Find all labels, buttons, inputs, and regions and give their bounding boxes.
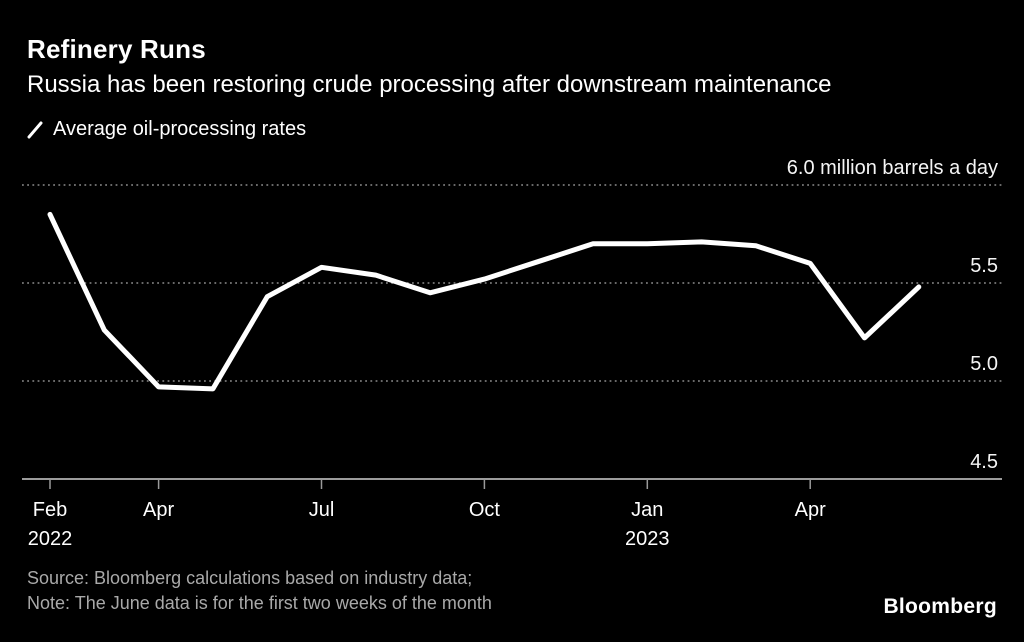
chart-title: Refinery Runs xyxy=(27,34,206,64)
note-line: Note: The June data is for the first two… xyxy=(27,593,492,613)
legend-label: Average oil-processing rates xyxy=(53,118,307,140)
source-line: Source: Bloomberg calculations based on … xyxy=(27,568,473,588)
y-tick-label: 4.5 xyxy=(970,451,998,473)
y-tick-label: 6.0 million barrels a day xyxy=(787,157,998,179)
x-tick-label: Jan xyxy=(631,499,663,521)
series-line xyxy=(47,211,922,392)
x-tick-label: Apr xyxy=(795,499,826,521)
x-tick-label: Oct xyxy=(469,499,501,521)
y-tick-label: 5.0 xyxy=(970,353,998,375)
x-tick-label: Jul xyxy=(309,499,335,521)
x-tick-sublabel: 2023 xyxy=(625,528,670,550)
bloomberg-logo: Bloomberg xyxy=(883,595,997,618)
x-tick-label: Apr xyxy=(143,499,174,521)
x-tick-label: Feb xyxy=(33,499,67,521)
line-series-icon xyxy=(26,121,44,139)
footer: Source: Bloomberg calculations based on … xyxy=(27,566,492,616)
legend: Average oil-processing rates xyxy=(26,118,306,141)
x-tick-sublabel: 2022 xyxy=(28,528,73,550)
y-tick-label: 5.5 xyxy=(970,255,998,277)
chart-subtitle: Russia has been restoring crude processi… xyxy=(27,71,832,98)
